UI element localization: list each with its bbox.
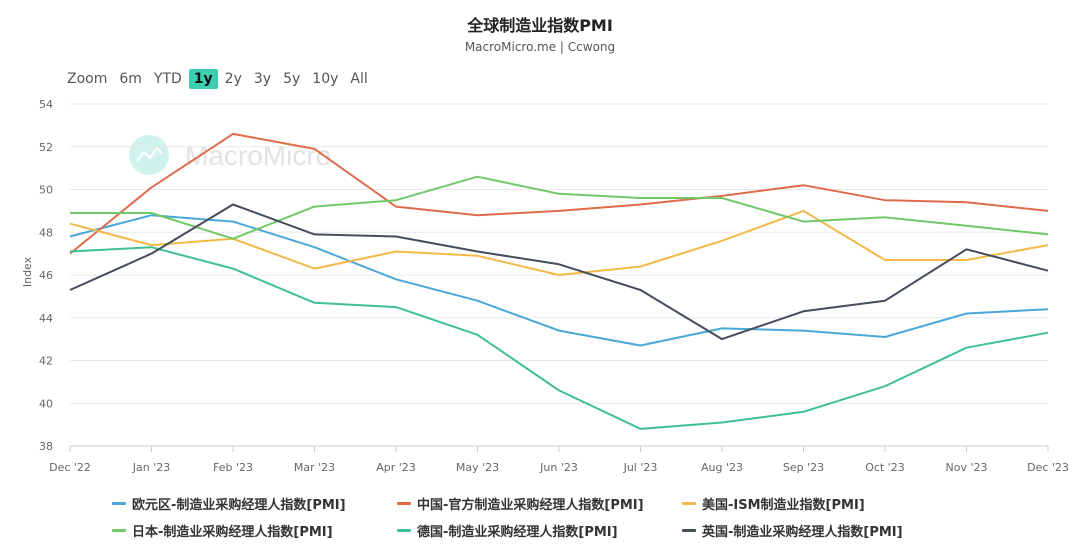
- range-ytd-button[interactable]: YTD: [153, 71, 182, 87]
- x-tick-label: Jul '23: [623, 461, 658, 474]
- legend-label: 中国-官方制造业采购经理人指数[PMI]: [417, 498, 644, 513]
- legend-item-5[interactable]: 德国-制造业采购经理人指数[PMI]: [397, 521, 682, 540]
- y-tick-label: 54: [39, 98, 53, 111]
- chart-title: 全球制造业指数PMI: [467, 16, 613, 35]
- y-tick-label: 46: [39, 269, 53, 282]
- legend: 欧元区-制造业采购经理人指数[PMI] 中国-官方制造业采购经理人指数[PMI] 美…: [112, 494, 992, 540]
- legend-swatch: [112, 529, 126, 532]
- x-tick-label: Nov '23: [946, 461, 988, 474]
- legend-label: 欧元区-制造业采购经理人指数[PMI]: [132, 498, 346, 513]
- series-line-6[interactable]: [69, 203, 1049, 341]
- range-2y-button[interactable]: 2y: [224, 71, 242, 87]
- line-chart: MacroMicro 38 40 42 44 46 48 50 52 54 Dec '22 Jan…: [21, 98, 1069, 474]
- x-tick-label: Jan '23: [132, 461, 170, 474]
- legend-swatch: [397, 502, 411, 505]
- x-tick-label: Feb '23: [213, 461, 253, 474]
- y-axis-label: Index: [21, 256, 34, 287]
- legend-item-4[interactable]: 日本-制造业采购经理人指数[PMI]: [112, 521, 397, 540]
- zoom-label: Zoom: [67, 71, 108, 87]
- legend-item-2[interactable]: 中国-官方制造业采购经理人指数[PMI]: [397, 494, 682, 513]
- legend-item-3[interactable]: 美国-ISM制造业指数[PMI]: [682, 494, 967, 513]
- y-tick-label: 44: [39, 312, 53, 325]
- x-tick-label: Aug '23: [701, 461, 743, 474]
- legend-swatch: [682, 502, 696, 505]
- legend-swatch: [397, 529, 411, 532]
- watermark-logo-icon: [129, 135, 169, 175]
- legend-swatch: [682, 529, 696, 532]
- legend-label: 美国-ISM制造业指数[PMI]: [702, 498, 865, 513]
- x-tick-label: Jun '23: [539, 461, 578, 474]
- x-tick-label: Dec '23: [1027, 461, 1069, 474]
- x-tick-label: May '23: [456, 461, 499, 474]
- chart-subtitle: MacroMicro.me | Ccwong: [464, 40, 616, 54]
- range-selector: Zoom 6m YTD 1y 2y 3y 5y 10y All: [62, 69, 373, 89]
- range-10y-button[interactable]: 10y: [312, 71, 339, 87]
- x-tick-label: Mar '23: [294, 461, 335, 474]
- legend-label: 日本-制造业采购经理人指数[PMI]: [132, 525, 333, 540]
- y-tick-label: 42: [39, 355, 53, 368]
- legend-label: 英国-制造业采购经理人指数[PMI]: [702, 525, 903, 540]
- series-line-4[interactable]: [70, 175, 1049, 240]
- y-tick-label: 52: [39, 141, 53, 154]
- watermark: MacroMicro: [129, 135, 331, 175]
- y-tick-label: 48: [39, 226, 53, 239]
- range-5y-button[interactable]: 5y: [283, 71, 301, 87]
- x-tick-label: Sep '23: [783, 461, 824, 474]
- range-3y-button[interactable]: 3y: [253, 71, 272, 87]
- range-1y-button[interactable]: 1y: [188, 69, 218, 89]
- x-tick-label: Apr '23: [376, 461, 416, 474]
- legend-item-6[interactable]: 英国-制造业采购经理人指数[PMI]: [682, 521, 967, 540]
- range-all-button[interactable]: All: [350, 71, 368, 87]
- series-line-1[interactable]: [69, 214, 1049, 347]
- legend-label: 德国-制造业采购经理人指数[PMI]: [417, 525, 618, 540]
- legend-swatch: [112, 502, 126, 505]
- x-tick-label: Oct '23: [865, 461, 905, 474]
- y-tick-label: 50: [39, 184, 53, 197]
- x-tick-label: Dec '22: [49, 461, 91, 474]
- y-tick-label: 40: [39, 397, 53, 410]
- range-6m-button[interactable]: 6m: [119, 71, 142, 87]
- watermark-text: MacroMicro: [185, 140, 331, 171]
- legend-item-1[interactable]: 欧元区-制造业采购经理人指数[PMI]: [112, 494, 397, 513]
- y-tick-label: 38: [39, 440, 53, 453]
